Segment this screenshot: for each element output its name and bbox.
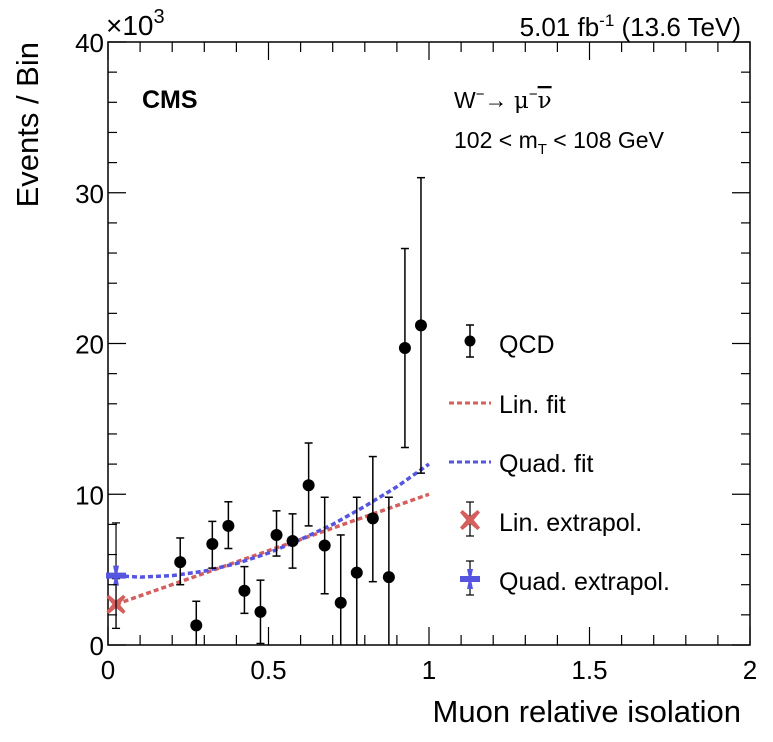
legend-label: Lin. extrapol. (499, 509, 642, 537)
data-point (270, 510, 283, 557)
data-point (238, 565, 251, 615)
data-point (206, 520, 219, 569)
data-point (366, 455, 379, 583)
star-marker-icon (106, 565, 127, 586)
process-label: W−→ μ−ν (454, 86, 552, 114)
data-point (414, 176, 427, 474)
data-point (222, 501, 235, 550)
data-point (302, 442, 315, 527)
legend: QCD Lin. fit Quad. fit Lin. extrapol. (449, 324, 670, 596)
y-axis-label: Events / Bin (10, 42, 45, 207)
y-tick-label: 10 (75, 480, 104, 510)
x-tick-label: 1.5 (571, 655, 607, 685)
data-points (174, 176, 427, 645)
point-marker (350, 566, 363, 579)
data-point (174, 537, 187, 586)
point-marker (238, 584, 251, 597)
data-point (350, 496, 363, 645)
legend-item-lin-extrapol: Lin. extrapol. (460, 501, 642, 537)
point-marker (414, 319, 427, 332)
x-tick-label: 0 (101, 655, 115, 685)
legend-label: Quad. extrapol. (499, 568, 670, 596)
data-point (318, 496, 331, 595)
x-tick-label: 2 (743, 655, 757, 685)
point-marker (206, 537, 219, 550)
y-tick-label: 0 (90, 631, 104, 661)
legend-item-lin-fit: Lin. fit (449, 391, 566, 419)
star-marker-icon (460, 569, 480, 589)
x-axis-label: Muon relative isolation (433, 694, 741, 729)
y-tick-label: 30 (75, 179, 104, 209)
x-tick-label: 0.5 (250, 655, 286, 685)
data-point (286, 513, 299, 569)
experiment-label: CMS (142, 86, 198, 114)
legend-marker-dot (464, 335, 476, 347)
legend-label: QCD (499, 331, 555, 359)
point-marker (190, 619, 203, 632)
legend-item-qcd: QCD (464, 324, 555, 359)
quadratic-fit-line (115, 462, 431, 579)
point-marker (174, 556, 187, 569)
legend-item-quad-extrapol: Quad. extrapol. (460, 560, 670, 596)
data-point (334, 534, 347, 645)
x-marker-icon (460, 510, 480, 530)
y-tick-label: 20 (75, 330, 104, 360)
point-marker (254, 605, 267, 618)
point-marker (382, 571, 395, 584)
point-marker (222, 519, 235, 532)
region-label: 102 < mT < 108 GeV (454, 127, 665, 158)
axis-labels: ×103 5.01 fb-1 (13.6 TeV) CMS W−→ μ−ν 10… (10, 6, 741, 729)
legend-item-quad-fit: Quad. fit (449, 450, 594, 478)
data-point (398, 247, 411, 449)
data-point (382, 496, 395, 645)
linear-fit-line (115, 492, 430, 606)
lumi-label: 5.01 fb-1 (13.6 TeV) (520, 11, 741, 42)
point-marker (286, 534, 299, 547)
y-tick-label: 40 (75, 28, 104, 58)
extrapolation-markers (106, 522, 127, 630)
point-marker (270, 528, 283, 541)
data-point (254, 579, 267, 645)
point-marker (366, 512, 379, 525)
legend-label: Lin. fit (499, 391, 566, 419)
x-tick-label: 1 (422, 655, 436, 685)
quadratic-extrapolation (106, 522, 127, 630)
y-multiplier: ×103 (106, 6, 165, 41)
fit-lines (115, 462, 431, 606)
point-marker (334, 596, 347, 609)
point-marker (398, 342, 411, 355)
point-marker (318, 539, 331, 552)
legend-label: Quad. fit (499, 450, 594, 478)
data-point (190, 600, 203, 645)
point-marker (302, 479, 315, 492)
